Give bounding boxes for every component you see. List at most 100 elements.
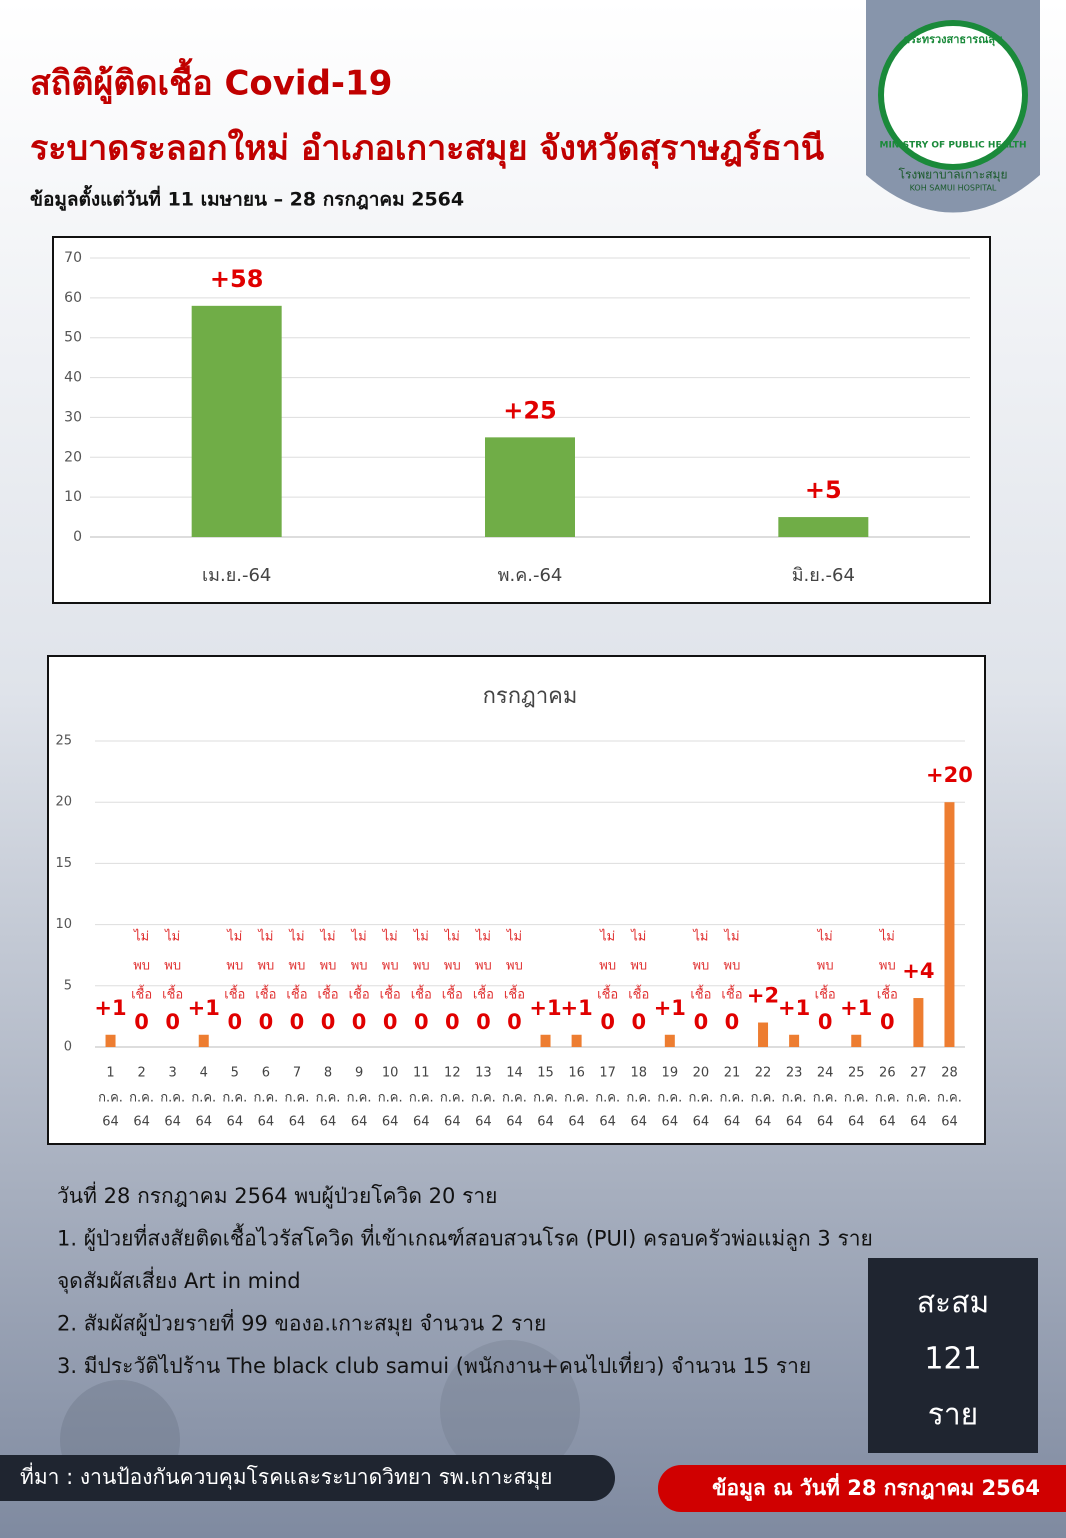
zero-note: พบ (817, 959, 834, 974)
x-tick-label: 13 (475, 1066, 492, 1081)
logo-text: MINISTRY OF PUBLIC HEALTH (880, 141, 1027, 151)
x-tick-label: 22 (755, 1066, 772, 1081)
x-tick-label: 64 (382, 1115, 399, 1130)
x-tick-label: 25 (848, 1066, 865, 1081)
x-tick-label: 20 (693, 1066, 710, 1081)
x-tick-label: ก.ค. (502, 1091, 527, 1106)
data-label: +1 (188, 996, 220, 1020)
bar (913, 998, 924, 1047)
zero-note: เชื้อ (504, 985, 525, 1003)
zero-note: ไม่ (723, 929, 739, 945)
y-tick-label: 5 (64, 978, 72, 993)
x-tick-label: 64 (258, 1115, 275, 1130)
x-tick-label: 64 (289, 1115, 306, 1130)
x-tick-label: ก.ค. (440, 1091, 465, 1106)
zero-note: พบ (226, 959, 243, 974)
x-tick-label: 64 (662, 1115, 679, 1130)
y-tick-label: 60 (64, 290, 82, 306)
data-label: 0 (259, 1010, 274, 1034)
logo-text: โรงพยาบาลเกาะสมุย (899, 168, 1008, 183)
zero-note: พบ (724, 959, 741, 974)
zero-note: เชื้อ (380, 985, 401, 1003)
x-tick-label: 14 (506, 1066, 523, 1081)
note-line: วันที่ 28 กรกฎาคม 2564 พบผู้ป่วยโควิด 20… (57, 1181, 497, 1209)
x-tick-label: 64 (879, 1115, 896, 1130)
x-tick-label: 3 (169, 1066, 177, 1081)
data-label: 0 (818, 1010, 833, 1034)
x-tick-label: 1 (106, 1066, 114, 1081)
data-label: 0 (165, 1010, 180, 1034)
bar (485, 437, 575, 537)
data-label: +58 (210, 265, 264, 293)
x-tick-label: ก.ค. (129, 1091, 154, 1106)
data-label: 0 (134, 1010, 149, 1034)
data-label: 0 (507, 1010, 522, 1034)
zero-note: ไม่ (226, 929, 242, 945)
note-line: 3. มีประวัติไปร้าน The black club samui … (57, 1351, 811, 1378)
source: ที่มา : งานป้องกันควบคุมโรคและระบาดวิทยา… (20, 1462, 552, 1490)
bar (758, 1022, 769, 1047)
logo-text: กระทรวงสาธารณสุข (903, 33, 1002, 47)
x-tick-label: มิ.ย.-64 (792, 565, 855, 586)
subtitle: ระบาดระลอกใหม่ อำเภอเกาะสมุย จังหวัดสุรา… (30, 128, 824, 170)
y-tick-label: 20 (55, 795, 72, 810)
x-tick-label: ก.ค. (844, 1091, 869, 1106)
x-tick-label: ก.ค. (378, 1091, 403, 1106)
source-pill (0, 1455, 615, 1501)
y-tick-label: 70 (64, 250, 82, 266)
bar (851, 1034, 862, 1047)
zero-note: เชื้อ (255, 985, 276, 1003)
zero-note: เชื้อ (162, 985, 183, 1003)
data-label: +4 (902, 959, 934, 983)
x-tick-label: ก.ค. (285, 1091, 310, 1106)
x-tick-label: 64 (848, 1115, 865, 1130)
zero-note: พบ (475, 959, 492, 974)
data-label: 0 (445, 1010, 460, 1034)
zero-note: พบ (692, 959, 709, 974)
x-tick-label: 64 (195, 1115, 212, 1130)
zero-note: พบ (506, 959, 523, 974)
zero-note: พบ (879, 959, 896, 974)
y-tick-label: 20 (64, 449, 82, 465)
data-label: +2 (747, 984, 779, 1008)
zero-note: เชื้อ (349, 985, 370, 1003)
x-tick-label: 18 (630, 1066, 647, 1081)
x-tick-label: 64 (630, 1115, 647, 1130)
zero-note: พบ (444, 959, 461, 974)
notes: วันที่ 28 กรกฎาคม 2564 พบผู้ป่วยโควิด 20… (57, 1181, 873, 1378)
zero-note: เชื้อ (224, 985, 245, 1003)
x-tick-label: 64 (413, 1115, 430, 1130)
x-tick-label: 8 (324, 1066, 332, 1081)
x-tick-label: พ.ค.-64 (498, 565, 563, 586)
note-line: 2. สัมผัสผู้ป่วยรายที่ 99 ของอ.เกาะสมุย … (57, 1309, 546, 1337)
x-tick-label: ก.ค. (347, 1091, 372, 1106)
bar (789, 1034, 800, 1047)
zero-note: เชื้อ (877, 985, 898, 1003)
x-tick-label: ก.ค. (906, 1091, 931, 1106)
chart-frame (47, 655, 986, 1145)
bar (191, 305, 282, 537)
x-tick-label: 26 (879, 1066, 896, 1081)
x-tick-label: ก.ค. (626, 1091, 651, 1106)
zero-note: ไม่ (382, 929, 398, 945)
bar (664, 1034, 675, 1047)
y-tick-label: 40 (64, 370, 82, 386)
zero-note: เชื้อ (815, 985, 836, 1003)
y-tick-label: 50 (64, 330, 82, 346)
total-box (868, 1258, 1038, 1453)
x-tick-label: 64 (102, 1115, 119, 1130)
x-tick-label: 64 (910, 1115, 927, 1130)
zero-note: เชื้อ (628, 985, 649, 1003)
zero-note: ไม่ (475, 929, 491, 945)
y-tick-label: 0 (73, 529, 82, 545)
zero-note: พบ (599, 959, 616, 974)
data-label: +1 (654, 996, 686, 1020)
zero-note: ไม่ (413, 929, 429, 945)
zero-note: เชื้อ (131, 985, 152, 1003)
zero-note: ไม่ (444, 929, 460, 945)
zero-note: ไม่ (817, 929, 833, 945)
decor (440, 1340, 580, 1480)
y-tick-label: 10 (55, 917, 72, 932)
y-tick-label: 15 (55, 856, 72, 871)
x-tick-label: 64 (351, 1115, 368, 1130)
